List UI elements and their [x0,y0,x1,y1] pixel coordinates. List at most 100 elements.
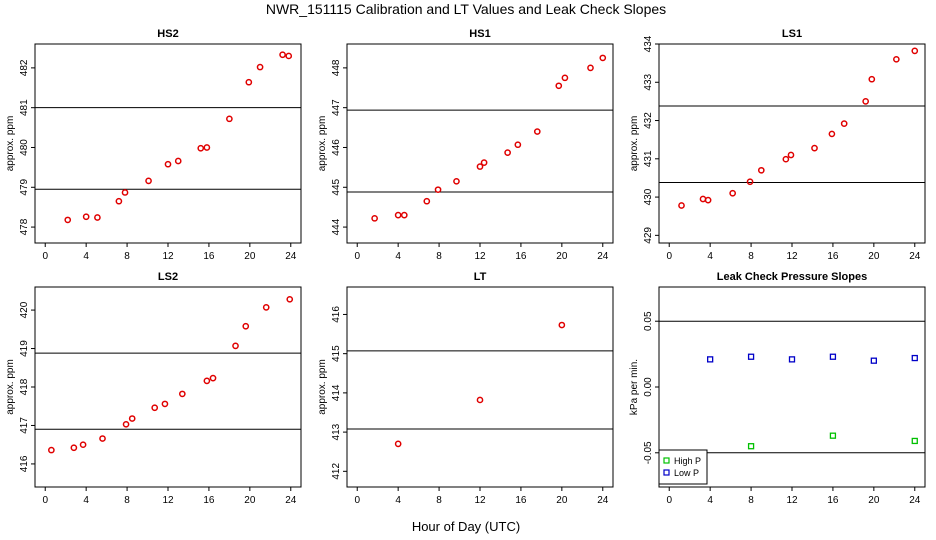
data-point [699,195,707,203]
data-point [122,420,130,428]
panel-title: LS2 [158,271,178,283]
x-tick-label: 16 [203,251,215,262]
x-tick-label: 20 [868,495,880,506]
data-point [164,160,172,168]
y-axis-label: approx. ppm [317,359,328,415]
y-tick-label: 444 [331,218,342,235]
x-tick-label: 24 [909,495,921,506]
data-point [285,52,293,60]
y-tick-label: 479 [19,179,30,196]
y-axis-label: approx. ppm [317,116,328,172]
y-tick-label: 412 [331,463,342,480]
data-point [587,64,594,72]
x-tick-label: 12 [786,251,798,262]
data-point [371,214,378,222]
data-point [423,197,431,205]
x-tick-label: 4 [83,495,89,506]
y-tick-label: 446 [331,139,342,156]
plot-frame [34,43,302,244]
data-point [286,295,294,303]
data-point [70,444,78,452]
data-point [868,75,876,83]
data-point [434,186,442,194]
data-point [64,216,72,224]
y-tick-label: 433 [643,73,654,90]
y-tick-label: 478 [19,218,30,235]
y-tick-label: 447 [331,99,342,116]
data-point [262,304,270,311]
panel-ls2: LS2 0 4 8 12 16 20 24 416 417 418 419 420 approx. ppm [5,271,302,506]
data-point [893,55,900,63]
x-tick-label: 20 [244,251,256,262]
legend-marker [663,469,670,476]
y-tick-label: 420 [19,301,30,318]
x-tick-label: 12 [786,495,798,506]
data-point [121,189,129,196]
plot-frame [658,43,926,244]
x-tick-label: 0 [354,251,360,262]
data-point [504,149,511,157]
x-tick-label: 16 [827,251,839,262]
data-point [256,63,264,71]
data-point [480,159,488,166]
x-tick-label: 12 [474,251,486,262]
data-point [394,211,402,219]
x-tick-label: 4 [395,495,401,506]
x-tick-label: 20 [556,251,568,262]
x-tick-label: 0 [354,495,360,506]
y-tick-label: 419 [19,340,30,357]
data-point [145,177,152,185]
data-point [226,115,233,123]
data-point [829,432,837,439]
legend-label: High P [674,456,701,466]
x-tick-label: 16 [827,495,839,506]
data-point [757,166,765,174]
legend-label: Low P [674,468,699,478]
data-point [788,356,796,363]
x-tick-label: 8 [436,495,442,506]
y-tick-label: 430 [643,188,654,205]
y-tick-label: 417 [19,417,30,434]
y-tick-label: 445 [331,179,342,196]
x-tick-label: 4 [395,251,401,262]
panel-title: HS2 [157,28,178,40]
y-axis-label: approx. ppm [5,116,16,172]
x-tick-label: 16 [515,495,527,506]
data-point [82,213,90,221]
y-tick-label: 413 [331,423,342,440]
data-point [203,144,211,151]
panel-title: LT [474,271,487,283]
x-tick-label: 24 [909,251,921,262]
data-point [558,321,566,329]
data-point [99,435,106,442]
y-tick-label: 429 [643,227,654,244]
data-point [161,400,169,408]
x-tick-label: 12 [474,495,486,506]
y-tick-label: 434 [643,35,654,52]
x-tick-label: 16 [515,251,527,262]
data-point [514,141,522,149]
data-point [599,54,607,62]
data-point [811,144,818,152]
x-tick-label: 8 [124,251,130,262]
x-tick-label: 0 [666,495,672,506]
data-point [48,446,55,454]
x-tick-label: 24 [597,251,609,262]
figure-title: NWR_151115 Calibration and LT Values and… [266,1,666,17]
y-axis-label: approx. ppm [5,359,16,415]
y-tick-label: 448 [331,59,342,76]
x-tick-label: 8 [436,251,442,262]
data-point [279,51,286,59]
x-tick-label: 0 [42,495,48,506]
y-tick-label: 415 [331,345,342,362]
y-tick-label: 416 [19,455,30,472]
data-point [704,196,712,204]
panel-hs2: HS2 0 4 8 12 16 20 24 478 479 480 481 482 approx. ppm [5,28,302,262]
plot-frame [34,286,302,488]
x-tick-label: 24 [597,495,609,506]
legend-box [658,449,708,485]
x-tick-label: 16 [203,495,215,506]
data-point [232,342,239,350]
